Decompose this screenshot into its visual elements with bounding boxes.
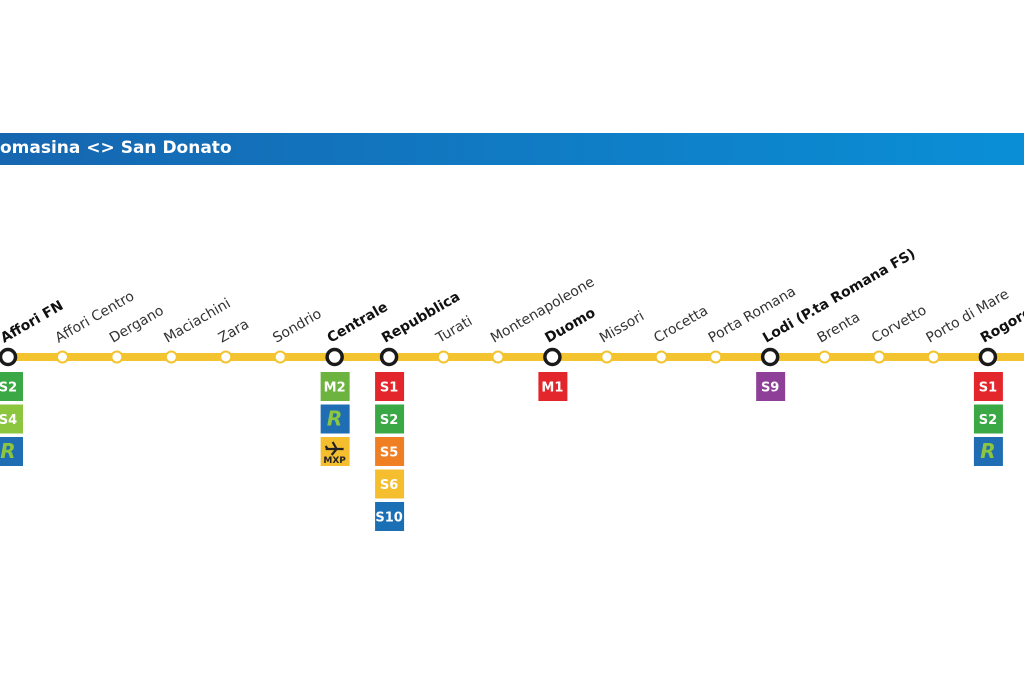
badge-label: R	[980, 439, 995, 463]
badge-label: R	[0, 439, 15, 463]
badge	[973, 404, 1003, 434]
badge-label: MXP	[323, 456, 346, 466]
badge-label: S10	[375, 511, 402, 526]
badge	[756, 372, 786, 401]
station-label: Missori	[597, 308, 647, 346]
badge	[973, 437, 1003, 466]
badge-label: M2	[324, 381, 346, 396]
interchange-marker	[0, 347, 18, 367]
badge	[375, 372, 405, 401]
station-label: Zara	[216, 316, 252, 346]
line-track	[0, 353, 1024, 361]
badge-label: S1	[979, 381, 997, 396]
station-marker	[926, 350, 940, 364]
station-marker	[600, 350, 614, 364]
station-marker	[219, 350, 233, 364]
badge-label: S2	[979, 413, 997, 428]
badge-label: S4	[0, 413, 17, 428]
header-band	[0, 133, 1024, 165]
badge	[375, 502, 405, 531]
badge-label: S2	[380, 413, 398, 428]
badge	[375, 437, 405, 466]
interchange-marker	[978, 347, 998, 367]
station-label: Crocetta	[651, 303, 711, 347]
station-marker	[491, 350, 505, 364]
station-marker	[55, 350, 69, 364]
badge-label: M1	[541, 381, 563, 396]
station-marker	[818, 350, 832, 364]
station-label: Centrale	[325, 299, 391, 346]
station-label: Corvetto	[869, 302, 929, 346]
badge	[375, 404, 405, 434]
plane-icon	[324, 441, 344, 456]
badge-label: S5	[380, 446, 398, 461]
badge	[320, 404, 350, 434]
station-marker	[709, 350, 723, 364]
station-marker	[437, 350, 451, 364]
interchange-marker	[760, 347, 780, 367]
badge-label: S6	[380, 478, 398, 493]
station-marker	[164, 350, 178, 364]
station-label: Turati	[433, 313, 476, 347]
station-marker	[654, 350, 668, 364]
badge	[0, 372, 23, 401]
badge	[973, 372, 1003, 401]
badge	[375, 469, 405, 499]
badge-label: R	[327, 407, 342, 431]
badge	[0, 437, 23, 466]
interchange-marker	[325, 347, 344, 367]
badge	[538, 372, 568, 401]
station-marker	[273, 350, 287, 364]
badge-label: S2	[0, 381, 17, 396]
badge	[0, 404, 23, 434]
station-marker	[872, 350, 886, 364]
station-label: Sondrio	[270, 306, 324, 347]
station-label: Porta Romana	[706, 284, 799, 347]
badge-label: S1	[380, 381, 398, 396]
header-title: omasina <> San Donato	[0, 138, 232, 158]
badge	[320, 372, 350, 401]
badge-label: S9	[761, 381, 779, 396]
interchange-marker	[379, 347, 399, 367]
station-marker	[110, 350, 124, 364]
interchange-marker	[543, 347, 562, 367]
